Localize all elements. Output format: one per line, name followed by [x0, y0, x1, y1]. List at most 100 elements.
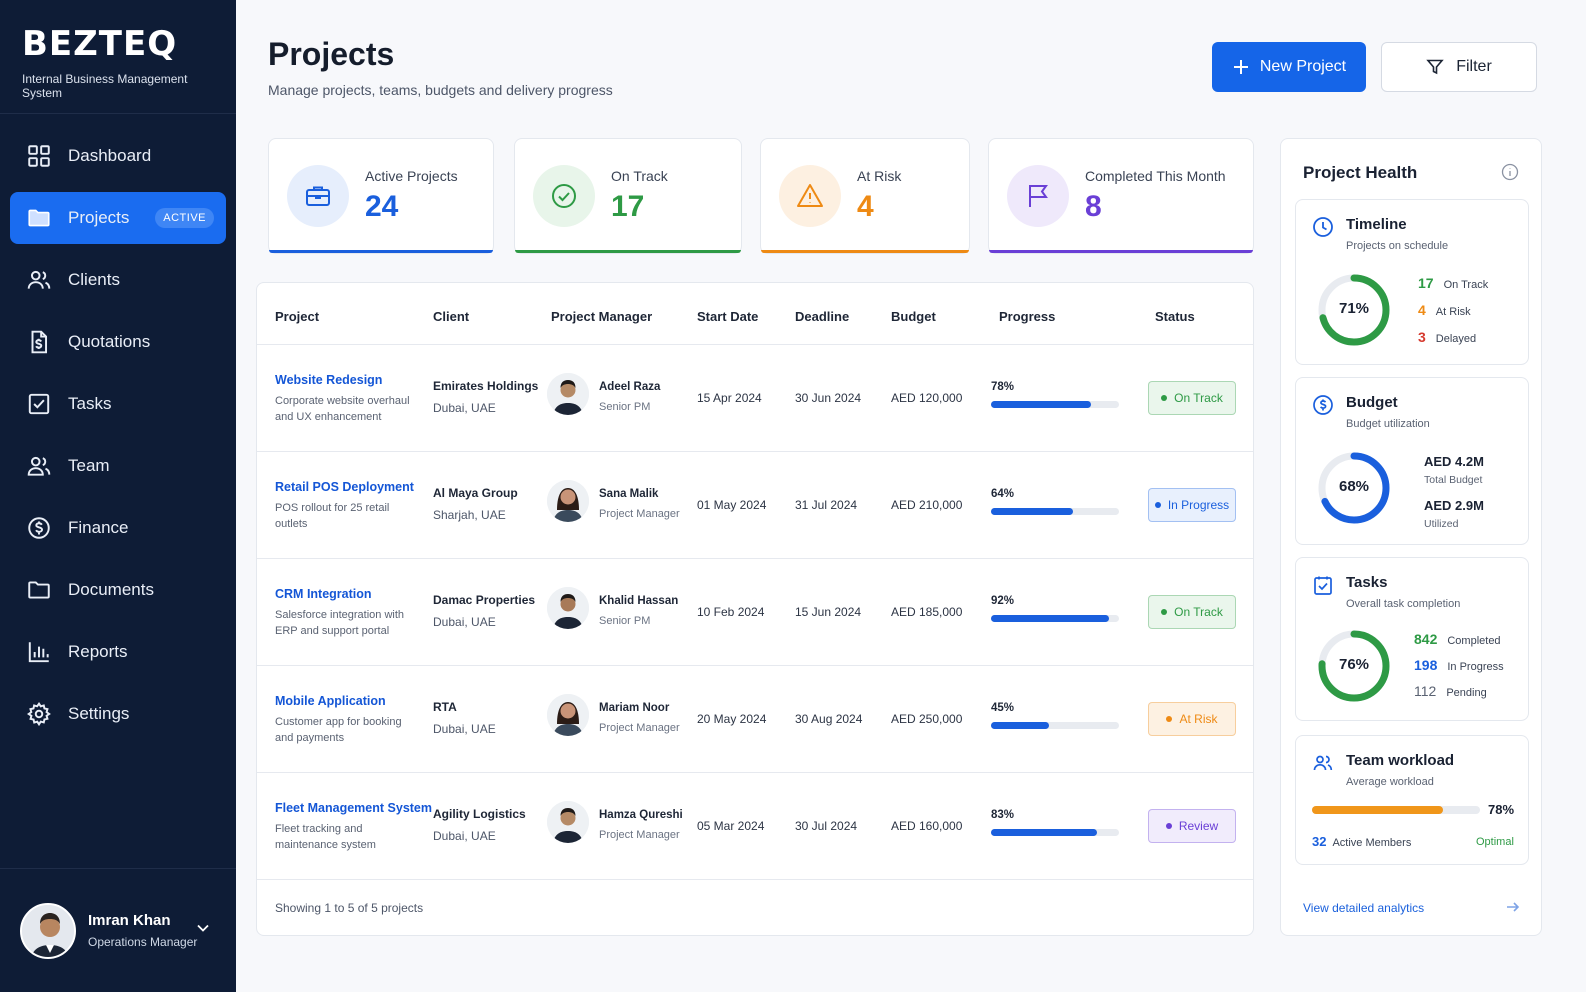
status-badge: Review [1148, 809, 1236, 843]
project-name-link[interactable]: Website Redesign [275, 373, 383, 387]
card-subtitle: Overall task completion [1346, 598, 1461, 610]
manager-name: Mariam Noor [599, 702, 670, 714]
sidebar-item-clients[interactable]: Clients [10, 254, 226, 306]
start-date: 01 May 2024 [697, 498, 767, 512]
project-name-link[interactable]: Fleet Management System [275, 801, 432, 815]
project-name-link[interactable]: Mobile Application [275, 694, 386, 708]
brand-logo: BEZTEQ [22, 24, 178, 64]
timeline-card[interactable]: Timeline Projects on schedule 71% 17 On T… [1295, 199, 1529, 365]
warning-icon [779, 165, 841, 227]
sidebar-item-reports[interactable]: Reports [10, 626, 226, 678]
column-header[interactable]: Client [433, 309, 470, 324]
sidebar-item-tasks[interactable]: Tasks [10, 378, 226, 430]
utilized-label: Utilized [1424, 518, 1459, 530]
filter-icon [1426, 59, 1444, 75]
column-header[interactable]: Start Date [697, 309, 759, 324]
flag-icon [1007, 165, 1069, 227]
column-header[interactable]: Status [1155, 309, 1195, 324]
brand-subtitle: Internal Business Management System [22, 72, 188, 100]
sidebar-item-dashboard[interactable]: Dashboard [10, 130, 226, 182]
avatar [547, 373, 589, 415]
table-header: Project Client Project Manager Start Dat… [257, 283, 1253, 345]
card-title: Team workload [1346, 752, 1455, 769]
new-project-label: New Project [1259, 58, 1347, 75]
view-analytics-link[interactable]: View detailed analytics [1303, 901, 1425, 915]
sidebar-item-documents[interactable]: Documents [10, 564, 226, 616]
legend-pending: 112 Pending [1414, 683, 1487, 699]
progress-bar [991, 722, 1119, 729]
bar-chart-icon [28, 642, 49, 663]
budget: AED 250,000 [891, 712, 963, 726]
filter-button[interactable]: Filter [1381, 42, 1537, 92]
column-header[interactable]: Deadline [795, 309, 850, 324]
user-profile[interactable]: Imran Khan Operations Manager [0, 868, 236, 992]
dollar-circle-icon [28, 517, 50, 539]
team-workload-card[interactable]: Team workload Average workload 78% 32 Act… [1295, 735, 1529, 865]
table-row[interactable]: CRM Integration Salesforce integration wi… [257, 559, 1253, 666]
sidebar-item-quotations[interactable]: Quotations [10, 316, 226, 368]
workload-bar [1312, 806, 1480, 814]
sidebar-item-label: Tasks [68, 394, 112, 413]
column-header[interactable]: Budget [891, 309, 936, 324]
plus-icon [1233, 60, 1248, 74]
total-budget-label: Total Budget [1424, 474, 1483, 486]
budget-card[interactable]: Budget Budget utilization 68% AED 4.2M T… [1295, 377, 1529, 545]
stat-card-completed: Completed This Month 8 [988, 138, 1254, 254]
info-icon[interactable] [1501, 163, 1519, 181]
gear-icon [26, 701, 51, 727]
status-label: On Track [1174, 605, 1223, 619]
stat-value: 17 [611, 190, 645, 223]
sidebar-item-team[interactable]: Team [10, 440, 226, 492]
client-name: Al Maya Group [433, 486, 518, 500]
table-row[interactable]: Mobile Application Customer app for booki… [257, 666, 1253, 773]
card-title: Timeline [1346, 216, 1407, 233]
sidebar-item-label: Dashboard [68, 146, 152, 165]
stat-label: Completed This Month [1085, 168, 1226, 184]
stat-value: 24 [365, 190, 399, 223]
table-row[interactable]: Retail POS Deployment POS rollout for 25 … [257, 452, 1253, 559]
client-cell: Emirates Holdings Dubai, UAE [433, 379, 538, 415]
start-date: 05 Mar 2024 [697, 819, 765, 833]
sidebar-item-projects[interactable]: Projects ACTIVE [10, 192, 226, 244]
new-project-button[interactable]: New Project [1212, 42, 1366, 92]
project-name-link[interactable]: Retail POS Deployment [275, 480, 414, 494]
status-badge: On Track [1148, 595, 1236, 629]
workload-fill [1312, 806, 1444, 814]
active-badge: ACTIVE [155, 208, 214, 228]
progress-percentage: 83% [991, 809, 1015, 821]
check-circle-icon [533, 165, 595, 227]
donut-percentage: 76% [1338, 656, 1370, 673]
progress-fill [991, 615, 1109, 622]
card-subtitle: Average workload [1346, 776, 1434, 788]
table-row[interactable]: Fleet Management System Fleet tracking an… [257, 773, 1253, 880]
legend-at-risk: 4 At Risk [1418, 302, 1471, 318]
stat-value: 8 [1085, 190, 1102, 223]
sidebar-item-finance[interactable]: Finance [10, 502, 226, 554]
progress-cell: 78% [991, 381, 1119, 411]
client-cell: RTA Dubai, UAE [433, 700, 496, 736]
deadline: 30 Jul 2024 [795, 819, 858, 833]
donut-percentage: 68% [1338, 478, 1370, 495]
progress-bar [991, 829, 1119, 836]
chevron-down-icon[interactable] [196, 921, 210, 935]
folder-icon [28, 209, 50, 227]
column-header[interactable]: Project Manager [551, 309, 653, 324]
manager-name: Hamza Qureshi [599, 809, 683, 821]
progress-percentage: 78% [991, 381, 1015, 393]
tasks-card[interactable]: Tasks Overall task completion 76% 842 Com… [1295, 557, 1529, 721]
project-cell: Website Redesign Corporate website overha… [275, 373, 415, 425]
progress-percentage: 64% [991, 488, 1015, 500]
column-header[interactable]: Progress [999, 309, 1056, 324]
arrow-right-icon[interactable] [1505, 899, 1521, 915]
column-header[interactable]: Project [275, 309, 320, 324]
table-row[interactable]: Website Redesign Corporate website overha… [257, 345, 1253, 452]
deadline: 31 Jul 2024 [795, 498, 858, 512]
sidebar-item-label: Projects [68, 208, 130, 227]
sidebar-item-settings[interactable]: Settings [10, 688, 226, 740]
stat-accent-bar [269, 250, 493, 253]
stat-accent-bar [989, 250, 1253, 253]
dollar-document-icon [31, 330, 48, 354]
manager-cell: Khalid Hassan Senior PM [599, 595, 678, 627]
dollar-circle-icon [1313, 395, 1333, 415]
project-name-link[interactable]: CRM Integration [275, 587, 372, 601]
